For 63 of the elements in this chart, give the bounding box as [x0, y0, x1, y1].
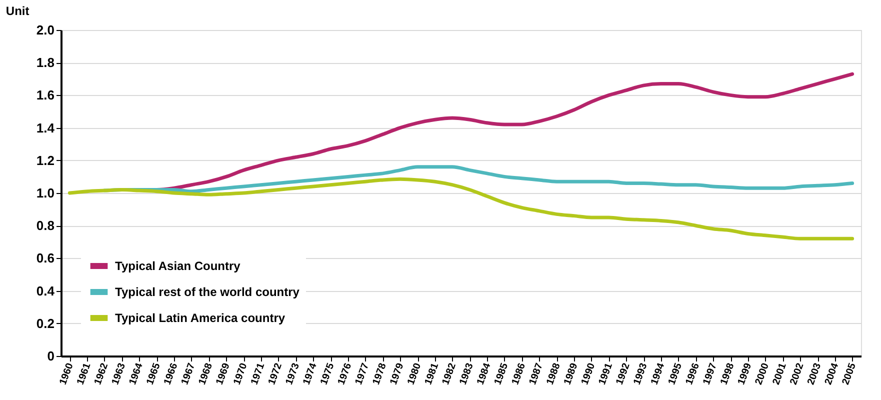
x-tick-label: 2001	[770, 361, 790, 386]
x-tick-label: 1960	[58, 361, 76, 386]
x-tick-label: 1999	[736, 361, 754, 386]
x-tick-label: 1997	[701, 361, 720, 386]
y-tick-label: 1.6	[36, 88, 54, 103]
x-tick-label: 1973	[284, 361, 302, 386]
x-tick-label: 1971	[249, 361, 268, 386]
x-tick-label: 1970	[232, 361, 250, 386]
x-tick-label: 1991	[597, 361, 616, 386]
x-tick-label: 1981	[423, 361, 442, 386]
y-tick-label: 1.4	[36, 120, 56, 136]
x-tick-label: 1990	[580, 361, 598, 386]
legend-label: Typical rest of the world country	[115, 285, 300, 299]
line-series	[68, 177, 854, 240]
x-tick-label: 1995	[666, 361, 685, 386]
x-tick-label: 2003	[806, 361, 824, 386]
x-tick-label: 1983	[458, 361, 476, 386]
x-tick-label: 1978	[370, 361, 390, 386]
x-tick-label: 1966	[162, 361, 180, 386]
y-tick-label: 2.0	[36, 22, 54, 38]
y-tick-label: 1.0	[36, 186, 54, 200]
y-tick-label: 1.2	[36, 152, 54, 168]
y-tick-label: 0	[47, 348, 54, 364]
x-tick-label: 1977	[354, 361, 372, 386]
y-axis-title: Unit	[6, 4, 30, 18]
x-tick-label: 1969	[214, 361, 233, 386]
x-tick-label: 1964	[127, 361, 146, 386]
x-tick-label: 1974	[301, 361, 320, 386]
x-tick-label: 2002	[788, 361, 806, 386]
x-tick-label: 1979	[388, 361, 406, 386]
x-tick-label: 1982	[440, 361, 459, 386]
legend-label: Typical Asian Country	[115, 259, 241, 273]
line-series	[102, 165, 854, 194]
x-tick-label: 1980	[406, 361, 424, 386]
x-tick-label: 1961	[75, 361, 94, 386]
x-tick-label: 1986	[510, 361, 528, 386]
x-tick-label: 1968	[197, 361, 216, 386]
y-tick-label: 1.8	[36, 55, 54, 70]
legend-label: Typical Latin America country	[115, 311, 286, 325]
x-tick-label: 1992	[614, 361, 633, 386]
x-tick-label: 2005	[840, 361, 859, 386]
x-tick-label: 1976	[336, 361, 354, 386]
y-tick-label: 0.8	[36, 218, 54, 234]
x-tick-label: 1965	[144, 361, 163, 386]
x-tick-label: 2000	[754, 361, 772, 386]
y-tick-label: 0.6	[36, 250, 54, 266]
x-tick-label: 1989	[562, 361, 580, 386]
x-tick-label: 1993	[632, 361, 650, 386]
x-tick-label: 1985	[492, 361, 511, 386]
x-tick-label: 1996	[684, 361, 702, 386]
x-tick-label: 1988	[544, 361, 563, 386]
x-tick-label: 1962	[92, 361, 111, 386]
x-tick-label: 1994	[649, 361, 668, 386]
x-tick-label: 1967	[180, 361, 198, 386]
y-tick-label: 0.2	[36, 316, 54, 331]
y-tick-label: 0.4	[36, 283, 56, 298]
x-tick-label: 1972	[266, 361, 285, 386]
x-tick-label: 1998	[718, 361, 737, 386]
x-tick-label: 1987	[527, 361, 546, 386]
x-tick-label: 1984	[475, 361, 494, 386]
x-tick-label: 1975	[318, 361, 337, 386]
x-tick-label: 2004	[823, 361, 842, 386]
x-tick-label: 1963	[110, 361, 128, 386]
